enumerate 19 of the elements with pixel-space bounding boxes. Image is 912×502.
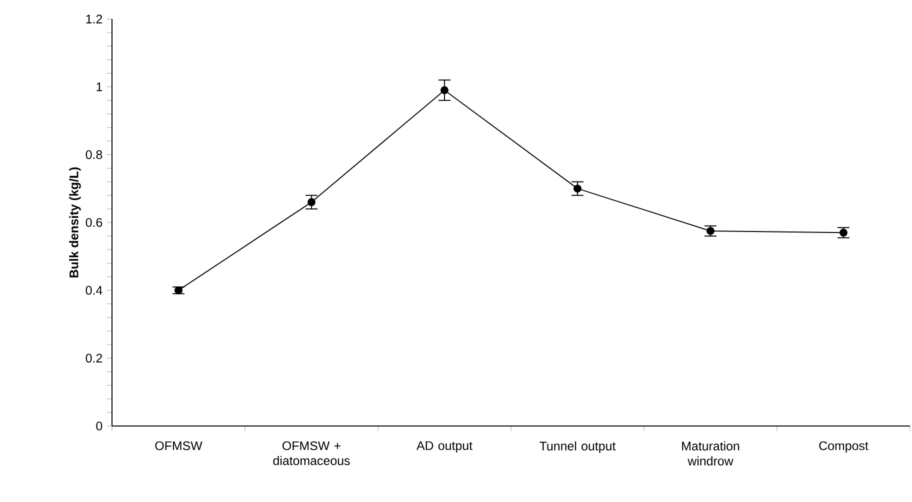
x-tick-label: Compost [819,441,868,453]
point [574,184,582,193]
point [440,86,449,94]
y-tick-label: 0.8 [86,150,102,160]
y-tick-label: 0 [96,422,102,430]
x-tick-label: OFMSW [155,441,202,450]
x-tick-label: OFMSW + diatomaceous [273,441,350,466]
x-tick-label: AD output [416,441,472,452]
point [308,198,316,206]
y-axis-title: Bulk density (kg/L) [69,167,81,278]
x-tick-label: Tunnel output [540,441,616,453]
y-tick-label: 1 [96,82,102,92]
y-tick-label: 0.6 [86,218,102,227]
y-tick-label: 1.2 [86,14,102,24]
point [706,226,715,235]
x-tick-label: Maturation windrow [682,441,740,466]
y-tick-label: 0.4 [86,286,102,295]
y-tick-label: 0.2 [86,354,102,363]
point [174,286,182,294]
